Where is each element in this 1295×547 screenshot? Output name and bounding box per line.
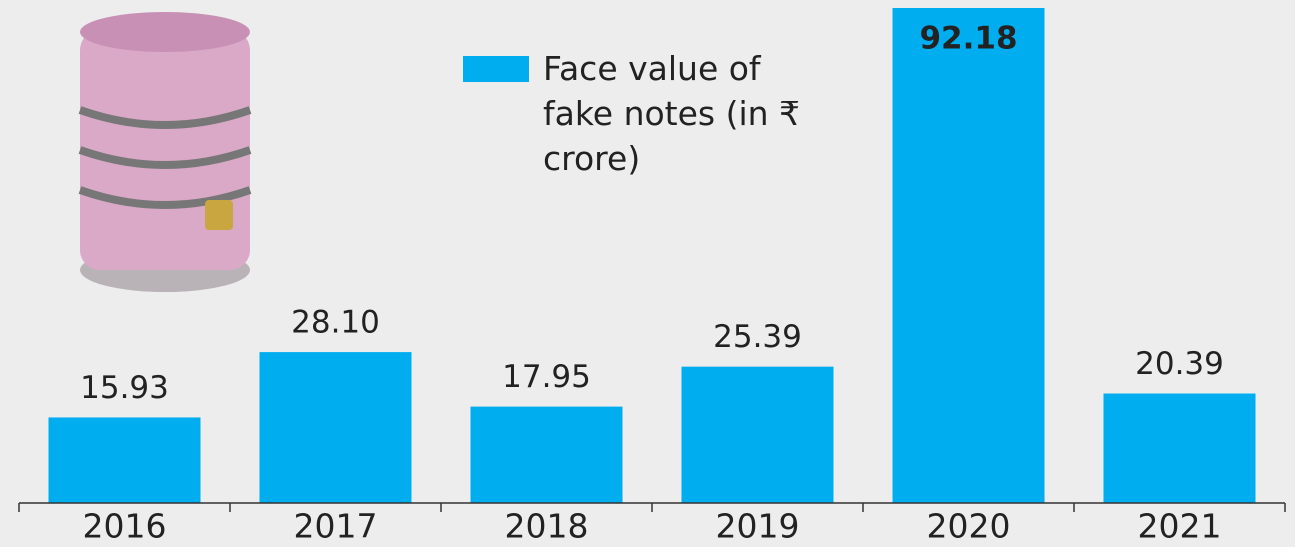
x-tick-label: 2018	[505, 507, 589, 546]
bar	[1104, 394, 1256, 503]
decorative-note-roll	[80, 12, 250, 292]
value-label: 20.39	[1135, 346, 1224, 382]
x-tick-label: 2016	[83, 507, 167, 546]
legend-label: Face value of fake notes (in ₹ crore)	[543, 46, 833, 181]
value-label: 92.18	[919, 21, 1017, 57]
x-tick-label: 2019	[716, 507, 800, 546]
bar	[49, 417, 201, 503]
bar	[471, 407, 623, 503]
value-label: 28.10	[291, 305, 380, 341]
bar	[682, 367, 834, 503]
value-label: 25.39	[713, 319, 802, 355]
legend-swatch	[463, 56, 529, 82]
x-tick-label: 2017	[294, 507, 378, 546]
legend: Face value of fake notes (in ₹ crore)	[463, 46, 833, 181]
x-tick-label: 2020	[927, 507, 1011, 546]
chart: 15.93 2016 28.10 2017 17.95 2018 25.39 2019 92.1…	[0, 0, 1295, 547]
bar	[893, 8, 1045, 503]
bar	[260, 352, 412, 503]
x-tick-label: 2021	[1138, 507, 1222, 546]
value-label: 15.93	[80, 370, 169, 406]
value-label: 17.95	[502, 359, 591, 395]
